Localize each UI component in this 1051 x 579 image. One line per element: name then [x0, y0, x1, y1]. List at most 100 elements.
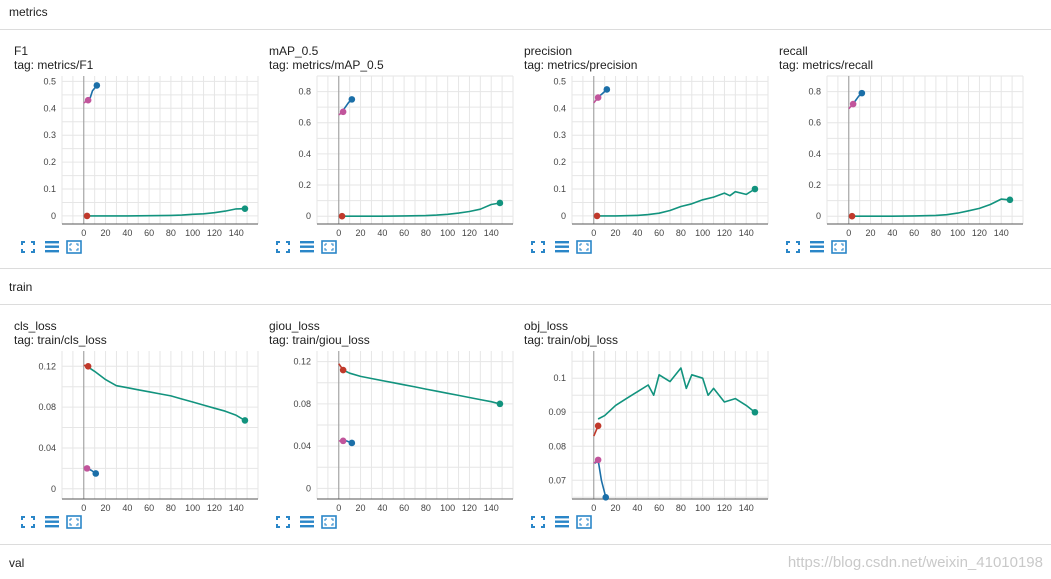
fit-to-data-icon[interactable] — [530, 515, 545, 528]
x-tick-label: 100 — [185, 228, 200, 238]
series-end-marker[interactable] — [339, 108, 347, 116]
series-end-marker[interactable] — [751, 408, 759, 416]
fit-to-data-icon[interactable] — [20, 240, 35, 253]
series-end-marker[interactable] — [83, 212, 91, 220]
section-divider — [0, 304, 1051, 305]
toggle-y-log-icon[interactable] — [44, 240, 59, 253]
series-end-marker[interactable] — [348, 439, 356, 447]
x-tick-label: 40 — [632, 228, 642, 238]
series-end-marker[interactable] — [858, 89, 866, 97]
x-tick-label: 20 — [101, 503, 111, 513]
series-end-marker[interactable] — [348, 96, 356, 103]
x-tick-label: 80 — [166, 503, 176, 513]
x-tick-label: 40 — [632, 503, 642, 513]
chart-tag: tag: train/obj_loss — [524, 333, 619, 347]
chart-plot[interactable]: 0 20 40 60 80 100 120 140 0 0.1 0.2 0.3 0.4 0.5 — [520, 68, 770, 240]
series-end-marker[interactable] — [84, 96, 92, 104]
series-line[interactable] — [597, 367, 756, 420]
chart-plot[interactable]: 0 20 40 60 80 100 120 140 0 0.2 0.4 0.6 0.8 — [775, 68, 1025, 240]
download-icon[interactable] — [321, 515, 337, 529]
series-line[interactable] — [593, 188, 756, 217]
x-tick-label: 140 — [739, 503, 754, 513]
toggle-y-log-icon[interactable] — [554, 240, 569, 253]
toggle-y-log-icon[interactable] — [809, 240, 824, 253]
series-end-marker[interactable] — [338, 212, 346, 220]
series-line[interactable] — [86, 365, 246, 422]
chart-tag: tag: metrics/precision — [524, 58, 638, 72]
x-tick-label: 80 — [676, 503, 686, 513]
series-end-marker[interactable] — [602, 493, 610, 501]
x-tick-label: 140 — [994, 228, 1009, 238]
series-end-marker[interactable] — [241, 417, 249, 424]
x-tick-label: 20 — [356, 503, 366, 513]
chart-plot[interactable]: 0 20 40 60 80 100 120 140 0 0.04 0.08 0.12 — [10, 343, 260, 515]
series-end-marker[interactable] — [93, 82, 101, 89]
x-tick-label: 140 — [484, 228, 499, 238]
series-end-marker[interactable] — [848, 212, 856, 220]
fit-to-data-icon[interactable] — [275, 240, 290, 253]
chart-card-f1: F1 tag: metrics/F1 0 20 40 60 80 100 120 140 0 0.… — [10, 44, 260, 264]
y-tick-label: 0.5 — [553, 76, 566, 86]
series-end-marker[interactable] — [594, 422, 602, 430]
toggle-y-log-icon[interactable] — [554, 515, 569, 528]
fit-to-data-icon[interactable] — [530, 240, 545, 253]
y-tick-label: 0.2 — [808, 180, 821, 190]
series-end-marker[interactable] — [339, 366, 347, 374]
series-end-marker[interactable] — [241, 205, 249, 212]
x-tick-label: 80 — [166, 228, 176, 238]
chart-plot[interactable]: 0 20 40 60 80 100 120 140 0.07 0.08 0.09 0.1 — [520, 343, 770, 515]
toggle-y-log-icon[interactable] — [299, 240, 314, 253]
download-icon[interactable] — [66, 240, 82, 254]
series-line[interactable] — [338, 202, 501, 217]
series-line[interactable] — [848, 198, 1010, 217]
chart-plot[interactable]: 0 20 40 60 80 100 120 140 0 0.2 0.4 0.6 0.8 — [265, 68, 515, 240]
series-end-marker[interactable] — [83, 465, 91, 472]
x-tick-label: 60 — [654, 503, 664, 513]
series-end-marker[interactable] — [496, 199, 504, 207]
download-icon[interactable] — [66, 515, 82, 529]
x-tick-label: 0 — [336, 503, 341, 513]
y-tick-label: 0.1 — [553, 184, 566, 194]
fit-to-data-icon[interactable] — [785, 240, 800, 253]
series-end-marker[interactable] — [339, 437, 347, 445]
series-end-marker[interactable] — [92, 470, 100, 477]
download-icon[interactable] — [831, 240, 847, 254]
download-icon[interactable] — [576, 240, 592, 254]
y-tick-label: 0.5 — [43, 76, 56, 86]
x-tick-label: 0 — [591, 228, 596, 238]
series-line[interactable] — [594, 459, 607, 498]
fit-to-data-icon[interactable] — [20, 515, 35, 528]
series-line[interactable] — [83, 207, 245, 217]
x-tick-label: 20 — [611, 228, 621, 238]
section-title-train[interactable]: train — [9, 280, 33, 294]
section-title-val[interactable]: val — [9, 556, 25, 570]
x-tick-label: 120 — [717, 228, 732, 238]
download-icon[interactable] — [321, 240, 337, 254]
chart-tag: tag: train/giou_loss — [269, 333, 370, 347]
chart-plot[interactable]: 0 20 40 60 80 100 120 140 0 0.04 0.08 0.12 — [265, 343, 515, 515]
series-end-marker[interactable] — [496, 400, 504, 408]
download-icon[interactable] — [576, 515, 592, 529]
y-tick-label: 0.8 — [298, 87, 311, 97]
series-end-marker[interactable] — [593, 212, 601, 220]
series-end-marker[interactable] — [849, 100, 857, 108]
series-end-marker[interactable] — [594, 94, 602, 101]
chart-title: mAP_0.5 — [269, 44, 319, 58]
series-end-marker[interactable] — [594, 456, 602, 464]
y-tick-label: 0 — [306, 211, 311, 221]
series-line[interactable] — [342, 369, 501, 405]
series-end-marker[interactable] — [603, 86, 611, 93]
toggle-y-log-icon[interactable] — [299, 515, 314, 528]
section-title-metrics[interactable]: metrics — [9, 5, 48, 19]
toggle-y-log-icon[interactable] — [44, 515, 59, 528]
chart-plot[interactable]: 0 20 40 60 80 100 120 140 0 0.1 0.2 0.3 0.4 0.5 — [10, 68, 260, 240]
y-tick-label: 0.1 — [43, 184, 56, 194]
chart-title: F1 — [14, 44, 29, 58]
y-tick-label: 0 — [51, 211, 56, 221]
series-end-marker[interactable] — [84, 363, 92, 370]
y-tick-label: 0.04 — [38, 443, 56, 453]
fit-to-data-icon[interactable] — [275, 515, 290, 528]
series-end-marker[interactable] — [1006, 196, 1014, 204]
series-end-marker[interactable] — [751, 185, 759, 193]
x-tick-label: 140 — [484, 503, 499, 513]
